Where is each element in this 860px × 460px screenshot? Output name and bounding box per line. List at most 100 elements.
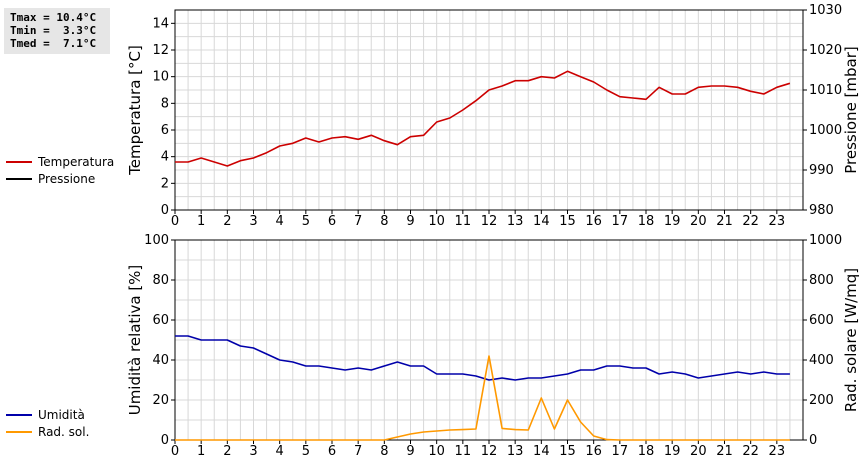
x-tick-label: 8 bbox=[380, 214, 388, 229]
y-right-tick-label: 1000 bbox=[809, 123, 842, 138]
x-tick-label: 4 bbox=[276, 214, 284, 229]
y-left-tick-label: 40 bbox=[152, 353, 169, 368]
legend-item-umidita: Umidità bbox=[6, 406, 89, 423]
y-left-tick-label: 6 bbox=[161, 123, 169, 138]
x-tick-label: 5 bbox=[302, 444, 310, 459]
x-tick-label: 11 bbox=[455, 444, 472, 459]
y-left-axis-label: Temperatura [°C] bbox=[126, 45, 144, 176]
y-right-tick-label: 1000 bbox=[809, 233, 842, 248]
legend-top: Temperatura Pressione bbox=[6, 153, 114, 187]
x-tick-label: 1 bbox=[197, 214, 205, 229]
y-right-tick-label: 200 bbox=[809, 393, 834, 408]
legend-swatch-pressione bbox=[6, 177, 32, 180]
y-left-tick-label: 14 bbox=[152, 16, 169, 31]
y-left-tick-label: 0 bbox=[161, 433, 169, 448]
legend-swatch-temperatura bbox=[6, 160, 32, 163]
x-tick-label: 1 bbox=[197, 444, 205, 459]
x-tick-label: 12 bbox=[481, 214, 498, 229]
series-line-rad-sol bbox=[175, 355, 790, 441]
x-tick-label: 0 bbox=[171, 444, 179, 459]
legend-swatch-umidita bbox=[6, 413, 32, 416]
y-left-tick-label: 0 bbox=[161, 203, 169, 218]
y-left-tick-label: 12 bbox=[152, 43, 169, 58]
x-tick-label: 9 bbox=[406, 214, 414, 229]
stats-box: Tmax = 10.4°C Tmin = 3.3°C Tmed = 7.1°C bbox=[4, 8, 110, 54]
y-right-tick-label: 1020 bbox=[809, 43, 842, 58]
legend-bottom: Umidità Rad. sol. bbox=[6, 406, 89, 440]
x-tick-label: 11 bbox=[455, 214, 472, 229]
x-tick-label: 15 bbox=[559, 444, 576, 459]
legend-label-pressione: Pressione bbox=[38, 171, 96, 186]
x-tick-label: 18 bbox=[638, 214, 655, 229]
y-right-tick-label: 400 bbox=[809, 353, 834, 368]
y-right-axis-label: Pressione [mbar] bbox=[842, 46, 860, 174]
x-tick-label: 0 bbox=[171, 214, 179, 229]
legend-item-temperatura: Temperatura bbox=[6, 153, 114, 170]
x-tick-label: 14 bbox=[533, 214, 550, 229]
y-right-axis-label: Rad. solare [W/mq] bbox=[842, 268, 860, 412]
y-right-tick-label: 990 bbox=[809, 163, 834, 178]
x-tick-label: 2 bbox=[223, 444, 231, 459]
x-tick-label: 4 bbox=[276, 444, 284, 459]
x-tick-label: 21 bbox=[716, 444, 733, 459]
x-tick-label: 18 bbox=[638, 444, 655, 459]
x-tick-label: 16 bbox=[585, 444, 602, 459]
y-left-axis-label: Umidità relativa [%] bbox=[126, 265, 144, 416]
x-tick-label: 23 bbox=[769, 214, 786, 229]
y-left-tick-label: 60 bbox=[152, 313, 169, 328]
x-tick-label: 3 bbox=[249, 214, 257, 229]
x-tick-label: 17 bbox=[612, 214, 629, 229]
x-tick-label: 8 bbox=[380, 444, 388, 459]
legend-label-umidita: Umidità bbox=[38, 407, 85, 422]
x-tick-label: 3 bbox=[249, 444, 257, 459]
x-tick-label: 23 bbox=[769, 444, 786, 459]
x-tick-label: 14 bbox=[533, 444, 550, 459]
y-right-tick-label: 980 bbox=[809, 203, 834, 218]
x-tick-label: 2 bbox=[223, 214, 231, 229]
x-tick-label: 16 bbox=[585, 214, 602, 229]
x-tick-label: 19 bbox=[664, 214, 681, 229]
y-left-tick-label: 2 bbox=[161, 176, 169, 191]
x-tick-label: 5 bbox=[302, 214, 310, 229]
x-tick-label: 17 bbox=[612, 444, 629, 459]
x-tick-label: 13 bbox=[507, 214, 524, 229]
x-tick-label: 15 bbox=[559, 214, 576, 229]
x-tick-label: 12 bbox=[481, 444, 498, 459]
y-left-tick-label: 8 bbox=[161, 96, 169, 111]
y-left-tick-label: 100 bbox=[144, 233, 169, 248]
y-right-tick-label: 600 bbox=[809, 313, 834, 328]
x-tick-label: 10 bbox=[428, 444, 445, 459]
y-left-tick-label: 80 bbox=[152, 273, 169, 288]
legend-item-pressione: Pressione bbox=[6, 170, 114, 187]
x-tick-label: 6 bbox=[328, 444, 336, 459]
x-tick-label: 13 bbox=[507, 444, 524, 459]
x-tick-label: 19 bbox=[664, 444, 681, 459]
y-right-tick-label: 800 bbox=[809, 273, 834, 288]
y-left-tick-label: 20 bbox=[152, 393, 169, 408]
x-tick-label: 10 bbox=[428, 214, 445, 229]
series-line-umidit bbox=[175, 335, 790, 381]
tmin-text: Tmin = 3.3°C bbox=[10, 24, 97, 37]
x-tick-label: 22 bbox=[742, 444, 759, 459]
x-tick-label: 20 bbox=[690, 214, 707, 229]
y-left-tick-label: 4 bbox=[161, 150, 169, 165]
x-tick-label: 6 bbox=[328, 214, 336, 229]
x-tick-label: 9 bbox=[406, 444, 414, 459]
x-tick-label: 20 bbox=[690, 444, 707, 459]
legend-label-temperatura: Temperatura bbox=[38, 154, 115, 169]
y-right-tick-label: 0 bbox=[809, 433, 817, 448]
legend-swatch-rad-sol bbox=[6, 430, 32, 433]
y-right-tick-label: 1030 bbox=[809, 3, 842, 18]
legend-item-rad-sol: Rad. sol. bbox=[6, 423, 89, 440]
x-tick-label: 22 bbox=[742, 214, 759, 229]
y-left-tick-label: 10 bbox=[152, 70, 169, 85]
tmax-text: Tmax = 10.4°C bbox=[10, 11, 97, 24]
x-tick-label: 21 bbox=[716, 214, 733, 229]
y-right-tick-label: 1010 bbox=[809, 83, 842, 98]
tmed-text: Tmed = 7.1°C bbox=[10, 37, 97, 50]
series-line-temperatura bbox=[175, 70, 791, 167]
x-tick-label: 7 bbox=[354, 214, 362, 229]
legend-label-rad-sol: Rad. sol. bbox=[38, 424, 90, 439]
x-tick-label: 7 bbox=[354, 444, 362, 459]
